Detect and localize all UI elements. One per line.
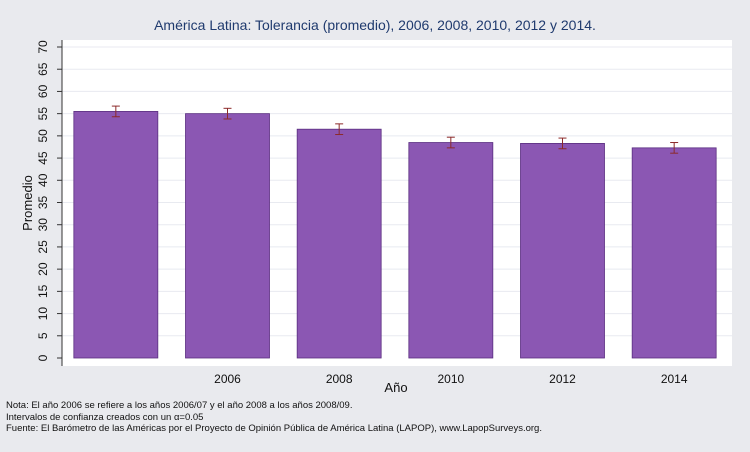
y-tick-label: 50 [36,129,50,143]
y-tick-label: 60 [36,84,50,98]
y-tick-label: 40 [36,173,50,187]
y-tick-label: 70 [36,40,50,54]
x-axis-label: Año [384,380,407,395]
y-tick-label: 35 [36,196,50,210]
y-tick-label: 30 [36,218,50,232]
y-tick-label: 20 [36,262,50,276]
y-axis: 0 5 10 15 20 25 30 35 40 45 50 55 60 65 70 [36,40,63,366]
note-line-2: Intervalos de confianza creados con un α… [6,411,204,423]
y-tick-label: 55 [36,107,50,121]
x-tick-label: 2006 [214,372,241,386]
chart-notes: Nota: El año 2006 se refiere a los años … [6,400,542,435]
y-tick-label: 15 [36,284,50,298]
bar [73,111,159,359]
y-tick-label: 65 [36,62,50,76]
bar [296,128,382,359]
y-tick-label: 5 [36,332,50,339]
y-tick-label: 0 [36,354,50,361]
bar [631,147,717,359]
bar-chart: América Latina: Tolerancia (promedio), 2… [20,17,732,395]
gridlines [62,46,732,337]
note-line-1: Nota: El año 2006 se refiere a los años … [6,400,353,411]
x-tick-label: 2010 [437,372,464,386]
x-axis-ticks: 2006 2008 2010 2012 2014 [214,372,688,386]
bar [520,143,605,359]
x-tick-label: 2008 [326,372,353,386]
y-tick-label: 25 [36,240,50,254]
y-tick-label: 45 [36,151,50,165]
x-tick-label: 2014 [661,372,688,386]
bar [408,142,494,359]
x-tick-label: 2012 [549,372,576,386]
chart-title: América Latina: Tolerancia (promedio), 2… [154,17,596,33]
y-tick-label: 10 [36,307,50,321]
y-axis-label: Promedio [20,175,35,231]
error-bars [111,105,679,154]
bar [185,113,270,359]
note-line-3: Fuente: El Barómetro de las Américas por… [6,423,542,434]
bars [73,111,717,359]
